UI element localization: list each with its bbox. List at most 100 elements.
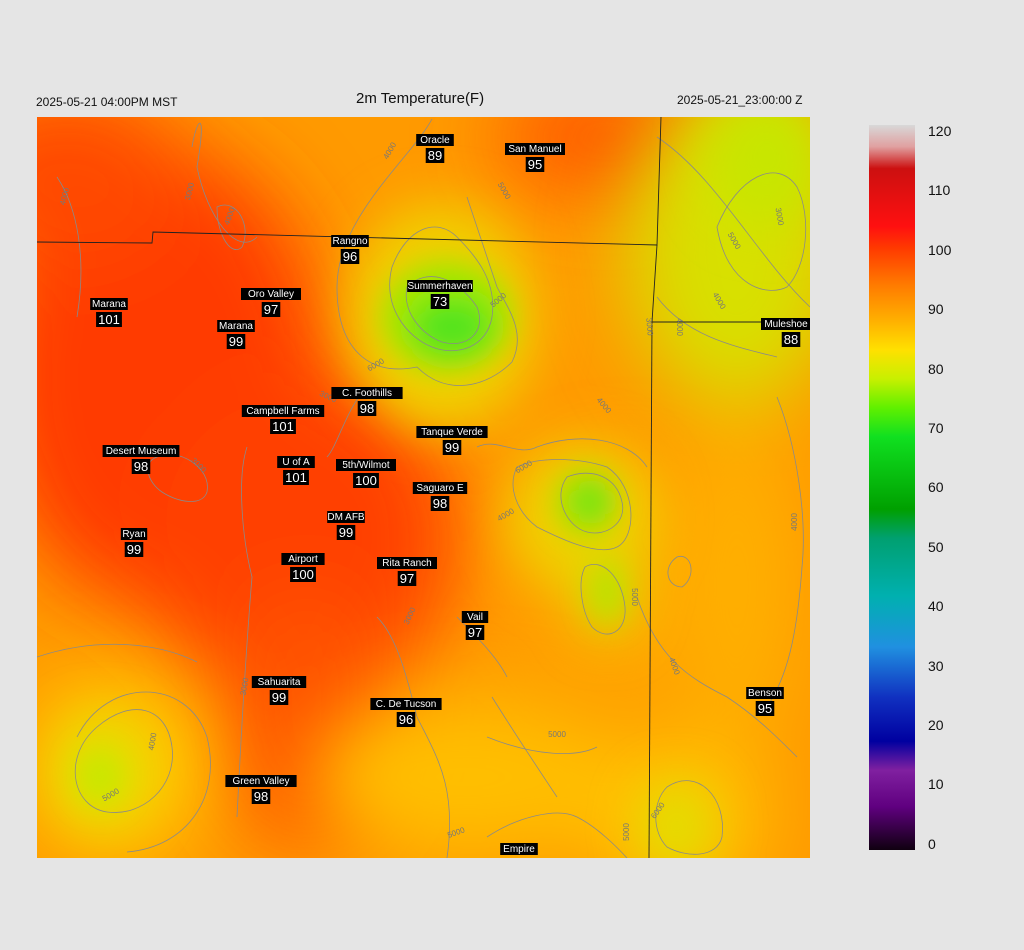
station-temperature: 88 — [784, 332, 798, 347]
station-marker: Tanque Verde 99 — [416, 426, 488, 455]
contour-label: 4000 — [147, 731, 159, 751]
colorbar-tick-label: 0 — [928, 835, 936, 852]
station-marker: Muleshoe R 88 — [761, 318, 810, 347]
station-name: Summerhaven — [407, 281, 472, 292]
station-name: Ryan — [122, 529, 145, 540]
station-markers: Oracle 89 San Manuel 95 Rangno 96 Summerhaven 7… — [90, 134, 810, 855]
station-marker: DM AFB 99 — [327, 511, 365, 540]
station-temperature: 96 — [343, 249, 357, 264]
station-name: Rita Ranch — [382, 558, 431, 569]
station-temperature: 101 — [285, 470, 307, 485]
station-marker: Vail 97 — [461, 611, 489, 640]
county-boundaries — [37, 117, 810, 858]
station-name: Rangno — [332, 236, 367, 247]
station-name: DM AFB — [327, 512, 365, 523]
station-name: San Manuel — [508, 144, 561, 155]
contour-label: 3000 — [773, 207, 785, 227]
station-marker: Sahuarita 99 — [251, 676, 307, 705]
colorbar-tick-label: 120 — [928, 123, 952, 139]
station-marker: Summerhaven 73 — [407, 280, 473, 309]
station-name: Green Valley — [232, 776, 289, 787]
station-temperature: 99 — [272, 690, 286, 705]
station-marker: Oracle 89 — [416, 134, 454, 163]
contour-label: 4000 — [790, 513, 799, 531]
station-name: C. De Tucson — [376, 699, 437, 710]
station-name: Airport — [288, 554, 318, 565]
station-name: C. Foothills — [342, 388, 392, 399]
station-marker: Ryan 99 — [120, 528, 148, 557]
station-marker: Airport 100 — [281, 553, 325, 582]
station-marker: Marana 99 — [217, 320, 255, 349]
station-temperature: 99 — [229, 334, 243, 349]
contour-label: 4000 — [675, 318, 684, 336]
colorbar-tick-label: 50 — [928, 538, 944, 555]
contour-label: 3000 — [644, 318, 655, 337]
map-title: 2m Temperature(F) — [356, 90, 485, 107]
station-name: Muleshoe R — [764, 319, 810, 330]
station-marker: Campbell Farms 101 — [241, 405, 325, 434]
station-name: Benson — [748, 688, 782, 699]
colorbar-tick-label: 110 — [928, 182, 951, 199]
elevation-contours — [37, 118, 810, 858]
contour-label: 5000 — [622, 823, 631, 841]
station-marker: Oro Valley 97 — [241, 288, 301, 317]
station-marker: Rangno 96 — [331, 235, 369, 264]
colorbar-tick-label: 40 — [928, 598, 944, 615]
utc-time-label: 2025-05-21_23:00:00 Z — [677, 93, 803, 107]
station-temperature: 95 — [758, 701, 772, 716]
station-name: Oro Valley — [248, 289, 294, 300]
station-temperature: 95 — [528, 157, 542, 172]
station-name: Vail — [467, 612, 483, 623]
colorbar-gradient — [869, 125, 915, 850]
station-marker: C. Foothills 98 — [331, 387, 403, 416]
station-name: Sahuarita — [258, 677, 301, 688]
station-name: Tanque Verde — [421, 427, 483, 438]
station-temperature: 101 — [98, 312, 120, 327]
station-temperature: 99 — [445, 440, 459, 455]
station-temperature: 97 — [468, 625, 482, 640]
colorbar-tick-label: 80 — [928, 360, 944, 377]
station-temperature: 99 — [127, 542, 141, 557]
station-temperature: 73 — [433, 294, 447, 309]
station-temperature: 100 — [292, 567, 314, 582]
station-marker: Marana 101 — [90, 298, 128, 327]
temperature-colorbar — [869, 125, 915, 850]
station-temperature: 98 — [360, 401, 374, 416]
colorbar-tick-label: 30 — [928, 657, 944, 674]
station-name: Marana — [92, 299, 126, 310]
station-name: U of A — [282, 457, 310, 468]
station-marker: Empire — [500, 843, 538, 855]
station-marker: U of A 101 — [277, 456, 315, 485]
station-name: 5th/Wilmot — [342, 460, 389, 471]
station-name: Marana — [219, 321, 253, 332]
station-name: Desert Museum — [106, 446, 177, 457]
colorbar-tick-label: 20 — [928, 717, 944, 733]
colorbar-tick-label: 10 — [928, 776, 944, 793]
station-temperature: 97 — [400, 571, 414, 586]
station-temperature: 98 — [254, 789, 268, 804]
local-time-label: 2025-05-21 04:00PM MST — [36, 95, 178, 109]
colorbar-tick-label: 60 — [928, 479, 944, 496]
station-temperature: 100 — [355, 473, 377, 488]
station-marker: 5th/Wilmot 100 — [336, 459, 396, 488]
station-temperature: 98 — [134, 459, 148, 474]
station-temperature: 101 — [272, 419, 294, 434]
colorbar-tick-label: 70 — [928, 420, 944, 436]
station-marker: C. De Tucson 96 — [370, 698, 442, 727]
station-temperature: 96 — [399, 712, 413, 727]
temperature-map: 4000300040004000500060005000300030004000… — [37, 117, 810, 858]
station-name: Empire — [503, 844, 535, 855]
station-temperature: 99 — [339, 525, 353, 540]
station-temperature: 89 — [428, 148, 442, 163]
station-name: Oracle — [420, 135, 450, 146]
station-name: Saguaro E — [416, 483, 464, 494]
station-temperature: 97 — [264, 302, 278, 317]
station-temperature: 98 — [433, 496, 447, 511]
station-marker: Benson 95 — [746, 687, 784, 716]
station-marker: San Manuel 95 — [505, 143, 565, 172]
contour-label: 3000 — [239, 676, 251, 696]
colorbar-tick-label: 90 — [928, 301, 944, 318]
station-marker: Rita Ranch 97 — [377, 557, 437, 586]
contour-label: 5000 — [548, 730, 566, 739]
station-marker: Green Valley 98 — [225, 775, 297, 804]
